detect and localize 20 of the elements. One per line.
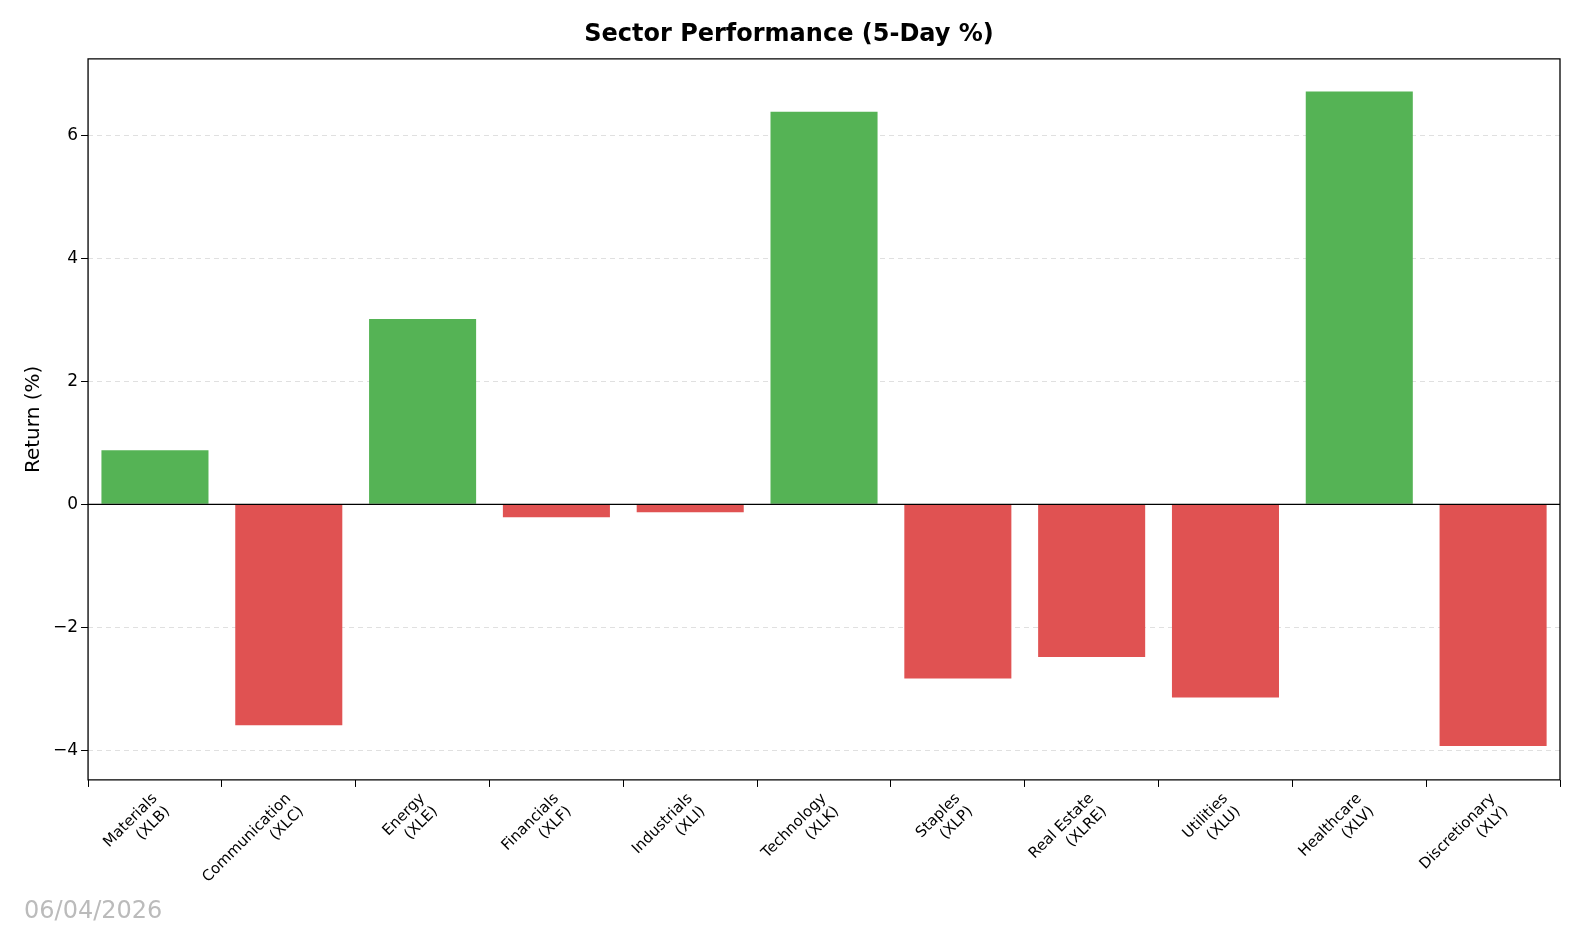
y-tick-label: 6 [67, 123, 79, 144]
chart-title: Sector Performance (5-Day %) [584, 18, 994, 47]
y-tick-label: −4 [53, 738, 79, 759]
bar [770, 111, 878, 504]
bar [1439, 504, 1547, 747]
bar [101, 450, 209, 504]
bar [904, 504, 1012, 679]
y-tick-label: 2 [67, 369, 79, 390]
y-tick-label: 0 [67, 492, 79, 513]
y-tick-label: 4 [67, 246, 79, 267]
bar [1038, 504, 1146, 657]
bar [369, 319, 477, 504]
bar [1305, 91, 1413, 504]
bar [1171, 504, 1279, 698]
bar [636, 504, 744, 513]
bar [502, 504, 610, 518]
bar [235, 504, 343, 726]
text: 06/04/2026 [24, 896, 163, 925]
y-axis-title: Return (%) [20, 365, 45, 474]
y-tick-label: −2 [53, 615, 79, 636]
